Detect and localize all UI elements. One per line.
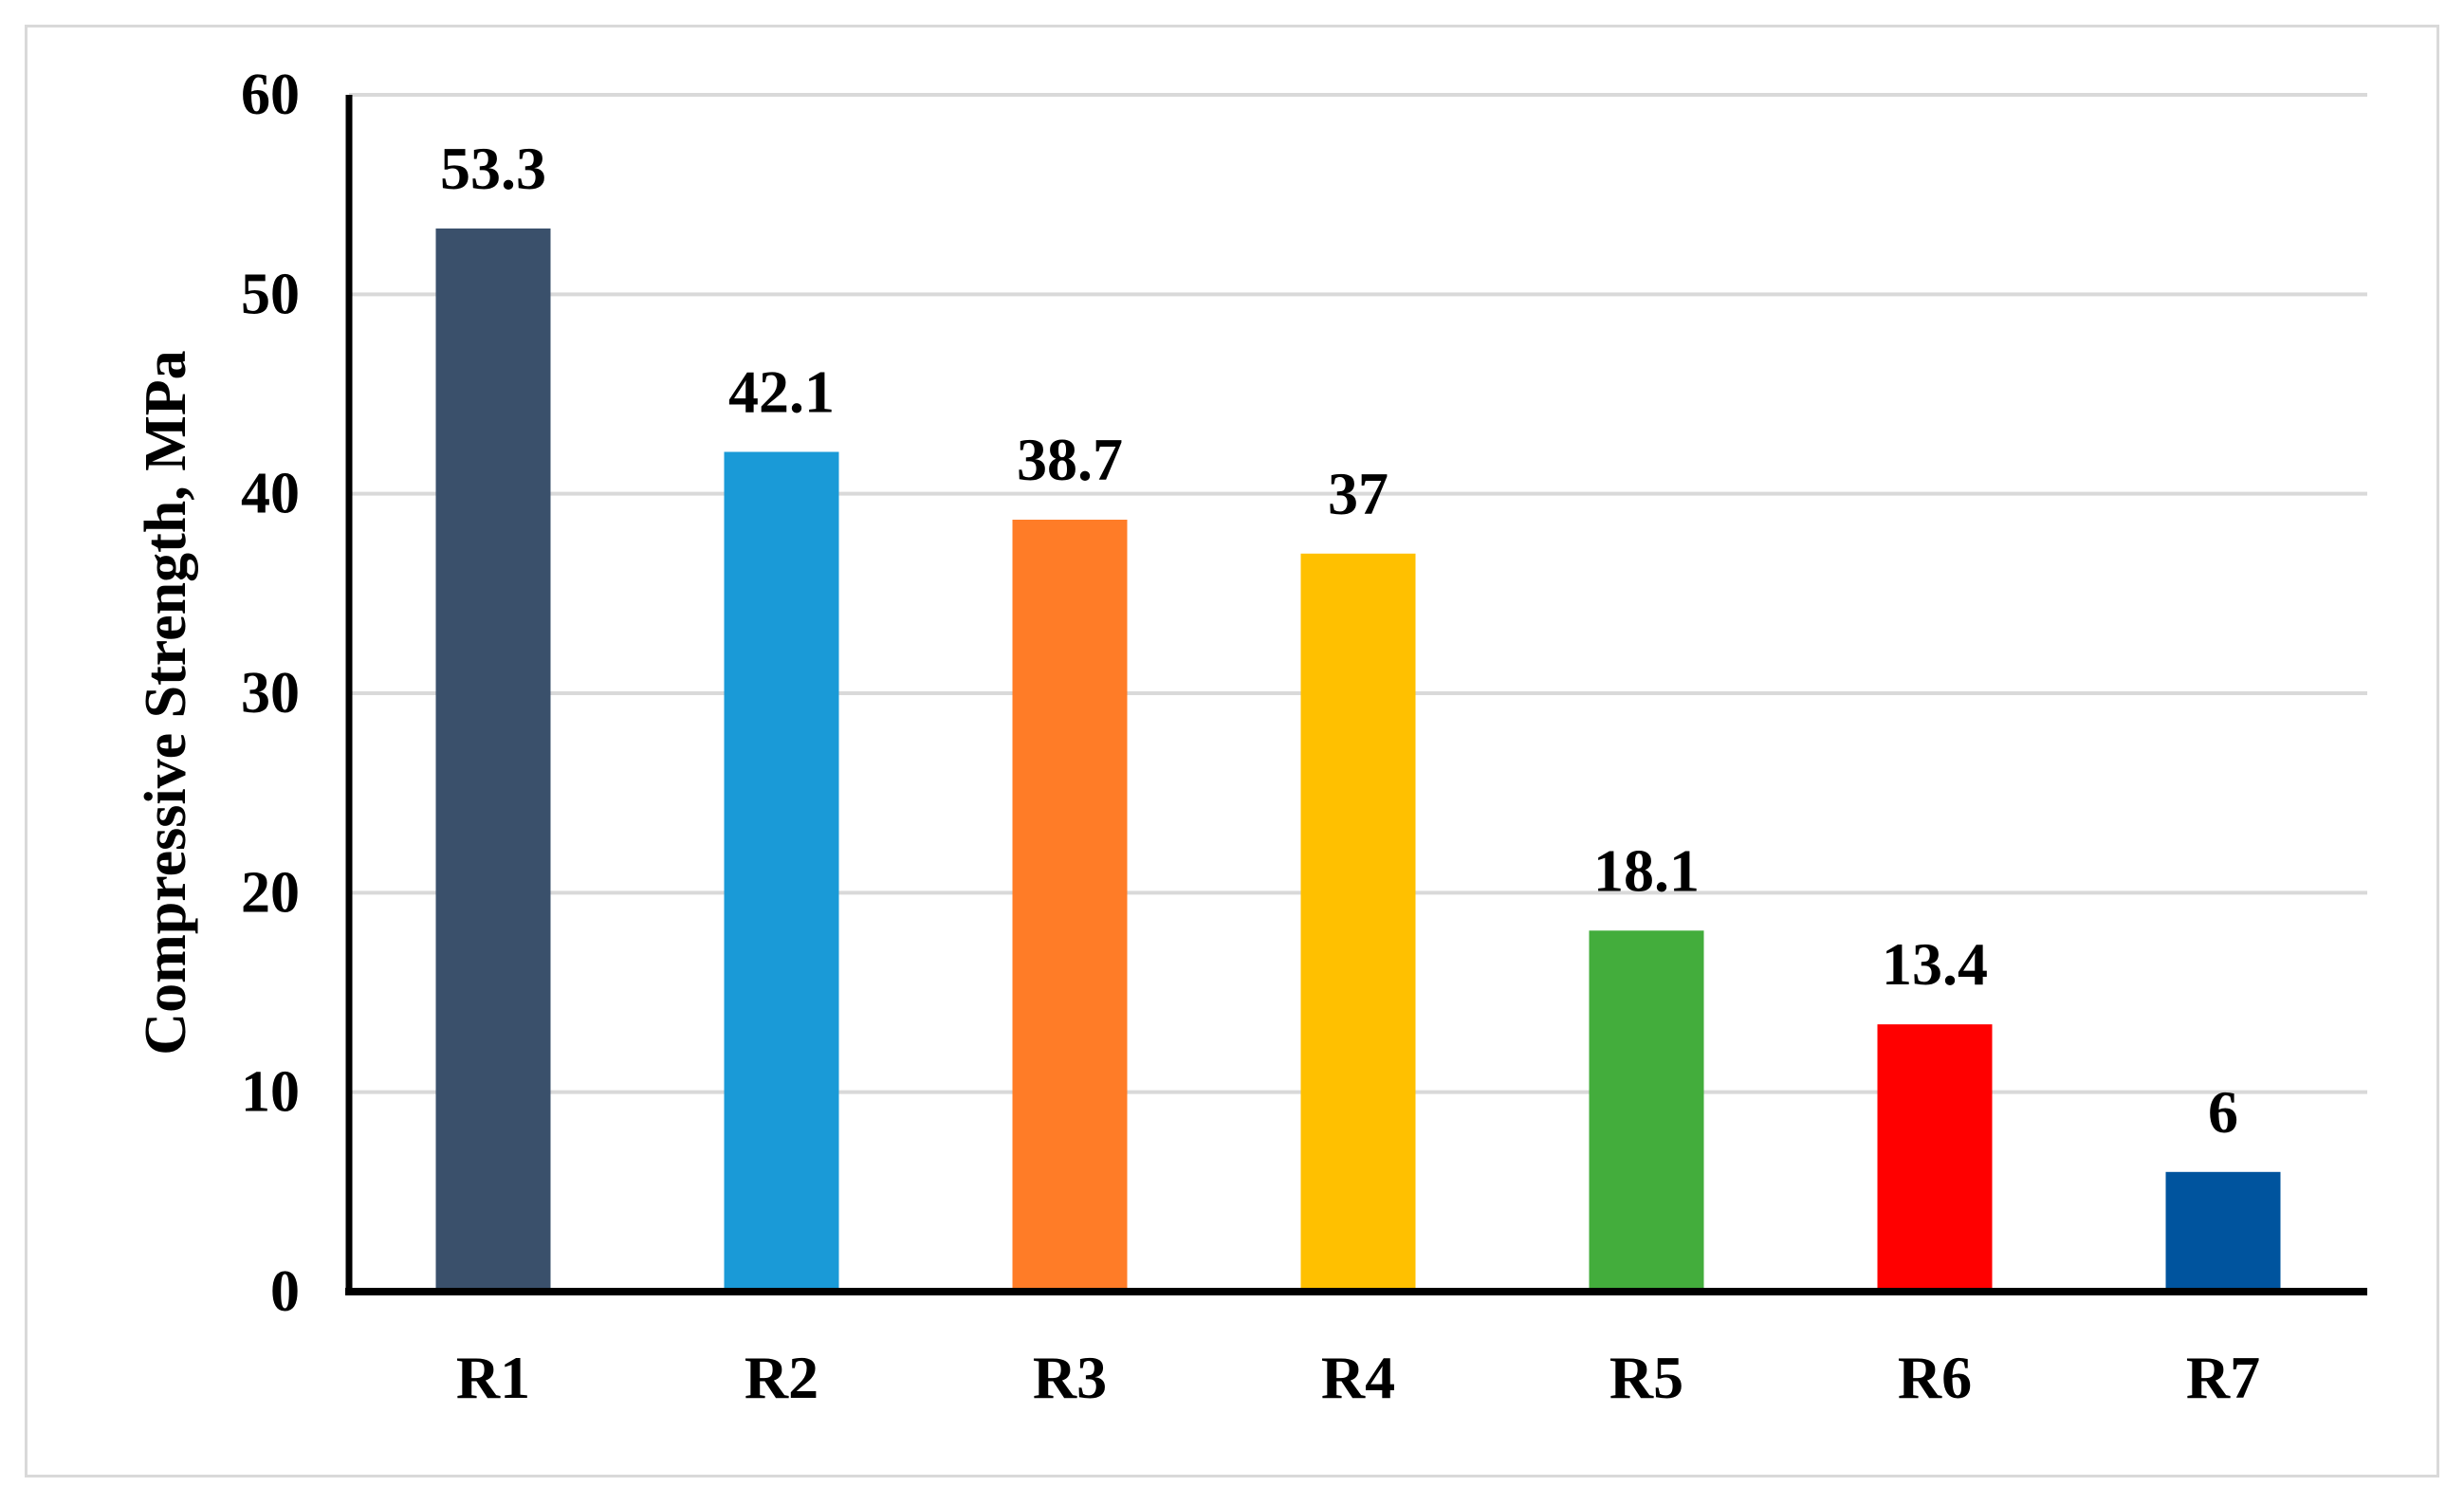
y-tick-label: 50 <box>241 262 300 326</box>
data-labels: 53.3 42.1 38.7 37 18.1 13.4 6 <box>440 135 2238 1146</box>
bar-r1 <box>435 228 551 1292</box>
bar-r3 <box>1012 520 1128 1292</box>
x-category-label: R5 <box>1609 1344 1683 1411</box>
x-category-label: R4 <box>1321 1344 1395 1411</box>
bar-r2 <box>724 451 839 1292</box>
chart-frame <box>25 25 2439 1477</box>
y-tick-label: 40 <box>241 462 300 526</box>
x-category-label: R7 <box>2186 1344 2260 1411</box>
x-category-label: R3 <box>1033 1344 1107 1411</box>
bar-r7 <box>2165 1171 2281 1292</box>
data-label-r5: 18.1 <box>1593 836 1700 904</box>
y-tick-label: 10 <box>241 1060 300 1125</box>
y-tick-labels: 0 10 20 30 40 50 60 <box>241 63 300 1324</box>
y-tick-label: 0 <box>270 1259 300 1324</box>
bar-r4 <box>1300 553 1416 1292</box>
bar-r5 <box>1589 930 1704 1292</box>
bars <box>435 228 2281 1292</box>
data-label-r1: 53.3 <box>440 135 546 202</box>
data-label-r7: 6 <box>2208 1078 2238 1146</box>
y-tick-label: 60 <box>241 63 300 127</box>
data-label-r6: 13.4 <box>1882 930 1988 998</box>
data-label-r3: 38.7 <box>1017 426 1123 493</box>
y-tick-label: 20 <box>241 860 300 925</box>
gridlines <box>349 93 2367 1094</box>
x-category-label: R1 <box>456 1344 530 1411</box>
x-category-label: R2 <box>745 1344 818 1411</box>
data-label-r4: 37 <box>1328 460 1388 527</box>
y-axis-title: Compressive Strength, MPa <box>134 350 198 1055</box>
y-tick-label: 30 <box>241 661 300 725</box>
data-label-r2: 42.1 <box>728 358 835 425</box>
bar-r6 <box>1877 1024 1993 1292</box>
x-category-labels: R1 R2 R3 R4 R5 R6 R7 <box>456 1344 2260 1411</box>
axes <box>345 95 2367 1295</box>
x-category-label: R6 <box>1898 1344 1972 1411</box>
